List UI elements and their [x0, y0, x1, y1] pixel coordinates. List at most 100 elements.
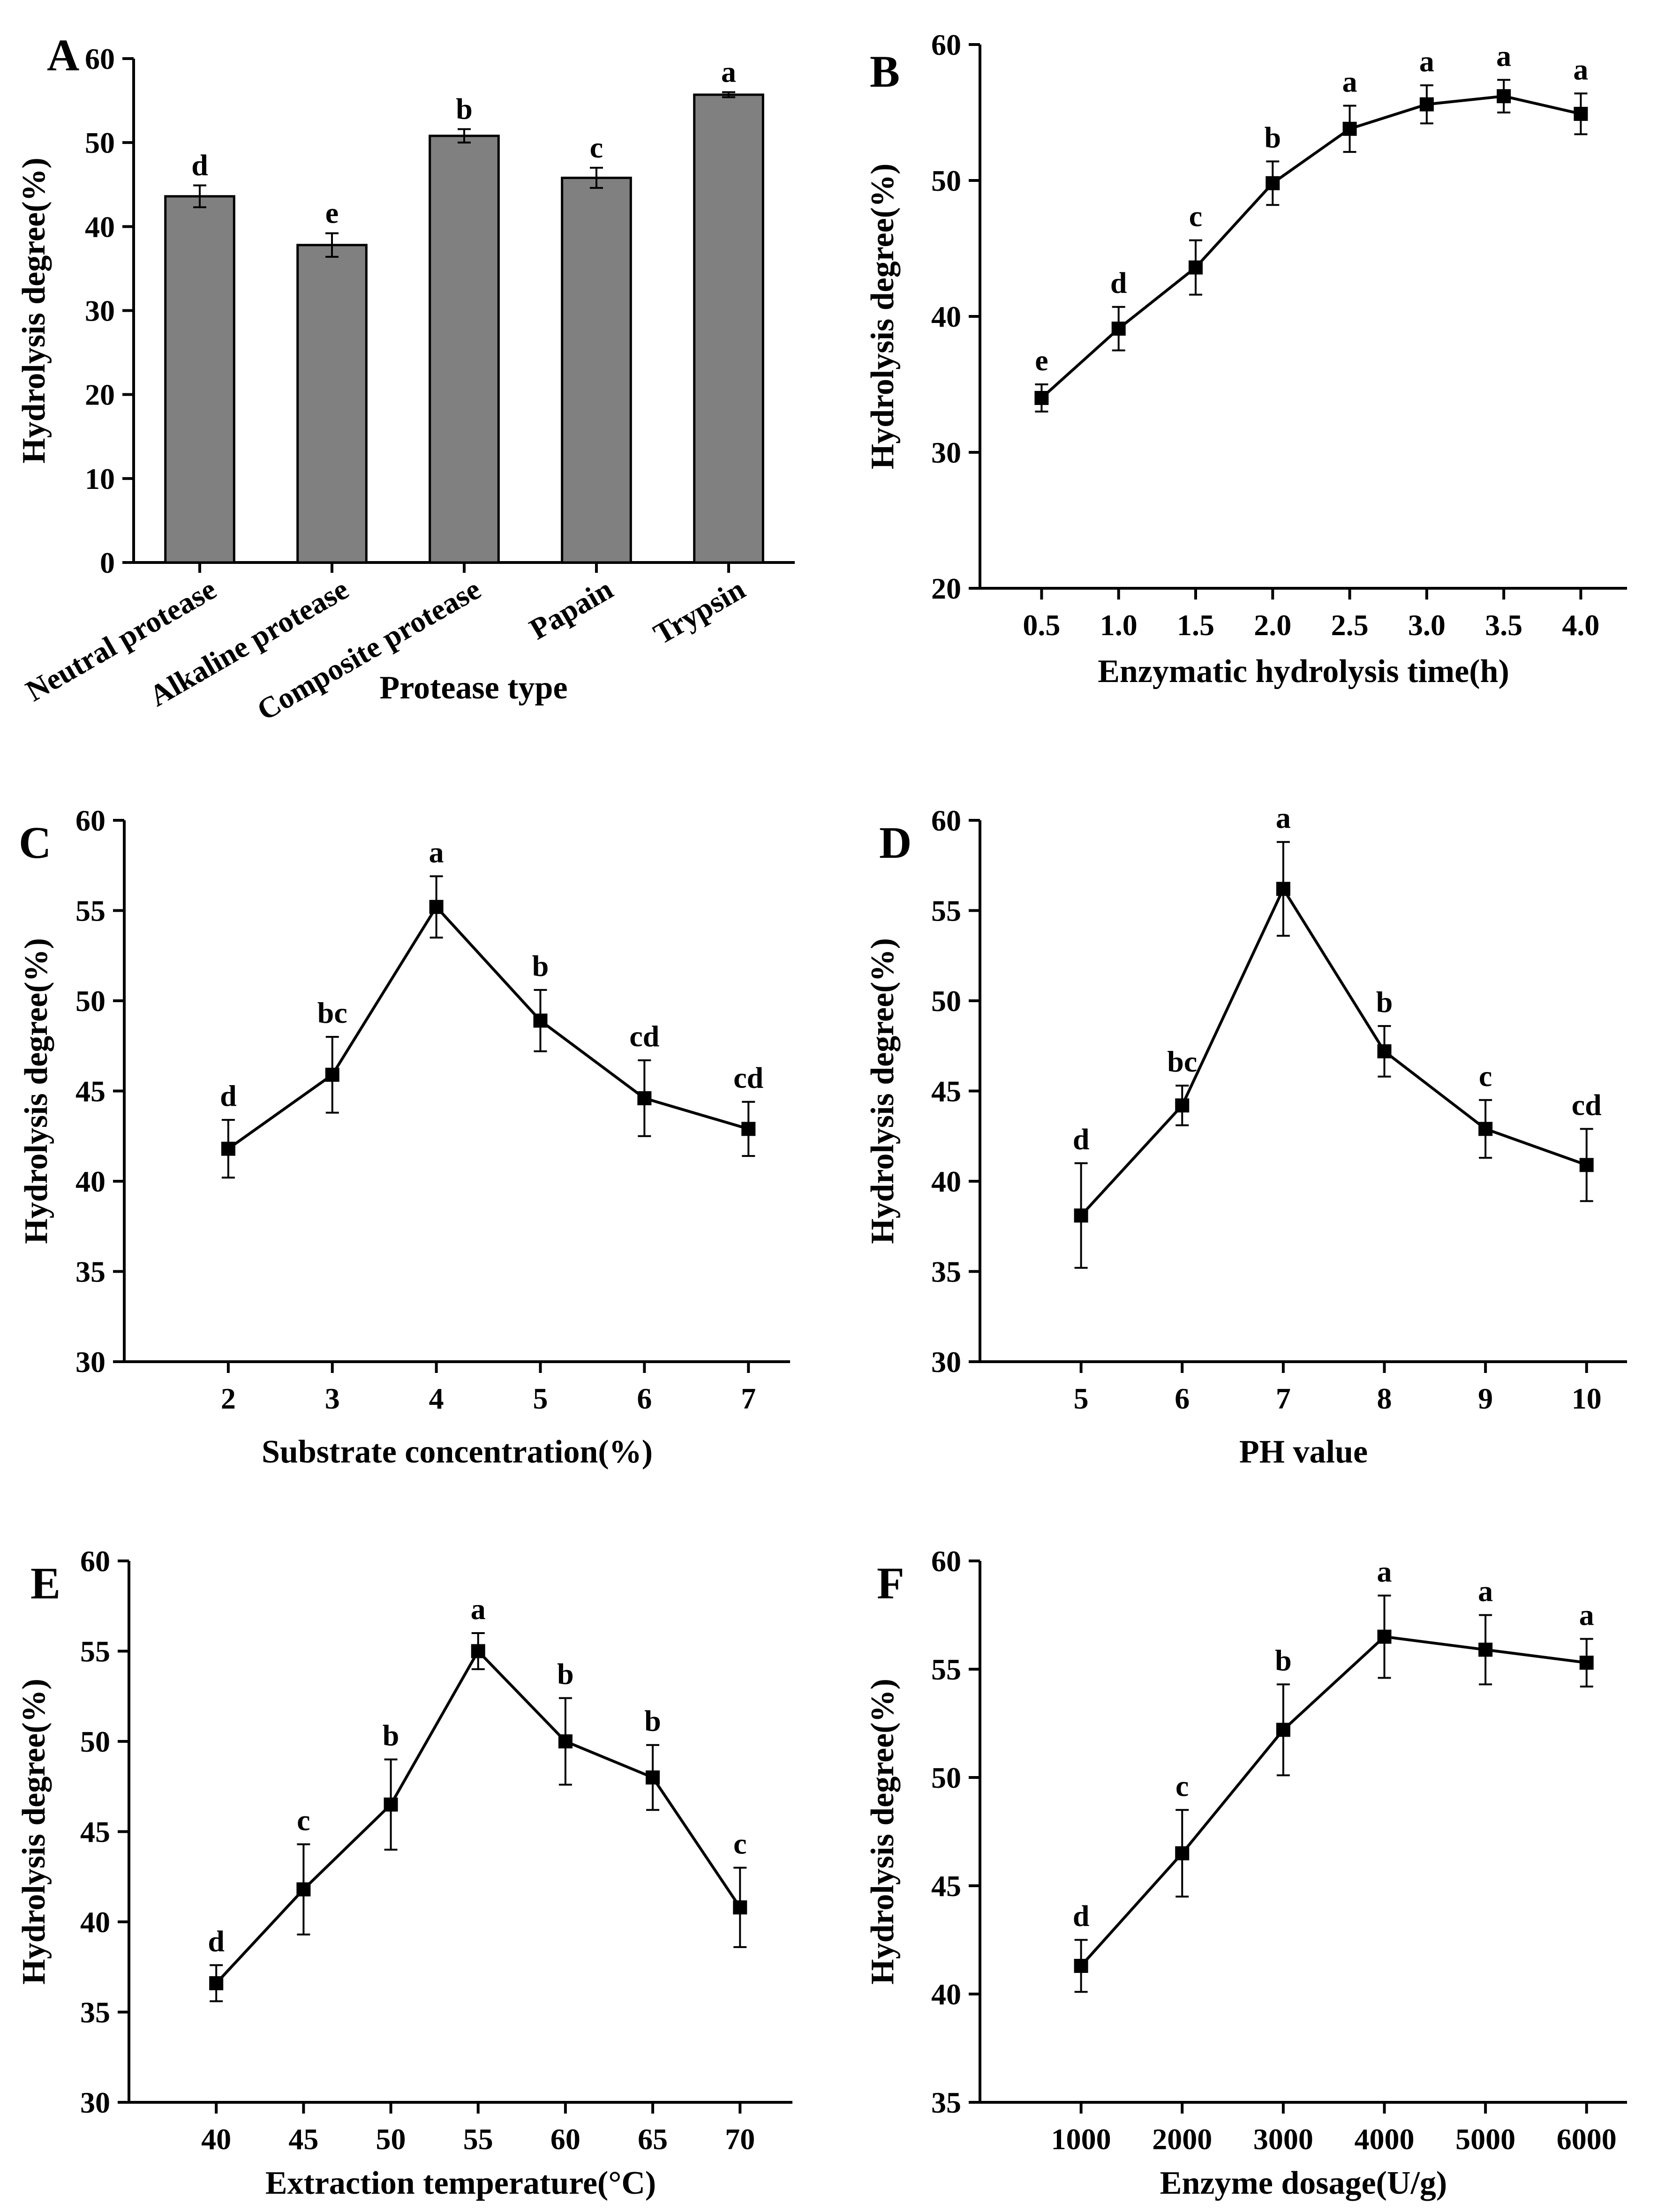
- x-tick-label: Trypsin: [648, 572, 751, 651]
- panel-letter: E: [30, 1558, 60, 1608]
- y-tick-label: 35: [931, 1255, 961, 1289]
- x-tick-label: 6: [637, 1382, 652, 1415]
- significance-label: b: [383, 1719, 399, 1752]
- significance-label: bc: [1167, 1045, 1197, 1078]
- significance-label: d: [220, 1079, 237, 1112]
- significance-label: cd: [1572, 1088, 1602, 1121]
- x-tick-label: 8: [1377, 1382, 1392, 1415]
- significance-label: b: [1376, 985, 1393, 1019]
- data-point: [1266, 176, 1280, 190]
- y-tick-label: 55: [931, 1653, 961, 1686]
- y-tick-label: 50: [931, 984, 961, 1018]
- series-line: [227, 904, 749, 1150]
- x-tick-label: 9: [1478, 1382, 1493, 1415]
- panel-d: D 30 35 40 45 50 55 60 Hydrolysis degree(%) PH va…: [865, 801, 1627, 1470]
- significance-label: a: [1579, 1598, 1594, 1631]
- data-point: [1175, 1846, 1190, 1860]
- data-point: [209, 1976, 224, 1990]
- y-axis-title: Hydrolysis degree(%): [865, 1679, 901, 1985]
- significance-label: a: [1377, 1555, 1392, 1588]
- x-tick-label: 45: [288, 2122, 318, 2156]
- x-tick-label: 5: [1074, 1382, 1089, 1415]
- x-tick-label: 4000: [1355, 2122, 1415, 2156]
- y-tick-label: 0: [100, 546, 115, 579]
- series-line: [1040, 95, 1582, 399]
- data-point: [1497, 89, 1511, 104]
- data-point: [1377, 1629, 1392, 1644]
- x-tick-label: 2: [221, 1382, 236, 1415]
- data-point: [296, 1882, 311, 1897]
- x-axis-title: Enzyme dosage(U/g): [1160, 2165, 1447, 2201]
- data-point: [429, 900, 444, 914]
- bar: [164, 195, 235, 564]
- y-axis-title: Hydrolysis degree(%): [18, 938, 54, 1244]
- x-tick-label: 3: [325, 1382, 340, 1415]
- y-tick-label: 20: [85, 378, 115, 412]
- x-axis-title: Enzymatic hydrolysis time(h): [1098, 653, 1509, 690]
- significance-label: a: [1419, 45, 1434, 78]
- bar: [429, 135, 500, 564]
- significance-label: b: [532, 949, 549, 982]
- significance-label: c: [297, 1803, 310, 1837]
- panel-letter: D: [879, 817, 912, 868]
- data-point: [637, 1091, 652, 1105]
- x-axis-title: PH value: [1239, 1434, 1368, 1470]
- x-tick-label: 55: [463, 2122, 493, 2156]
- y-tick-label: 45: [75, 1075, 105, 1108]
- x-tick-label: 40: [201, 2122, 231, 2156]
- y-axis-title: Hydrolysis degree(%): [16, 1679, 52, 1985]
- data-point: [1579, 1656, 1594, 1670]
- panel-a: A 0 10 20 30 40 50 60 Hydrolysis degree(%) Protea…: [16, 30, 795, 727]
- panel-letter: A: [47, 30, 79, 80]
- panel-e: E 30 35 40 45 50 55 60 Hydrolysis degree(%) Extra…: [16, 1545, 792, 2201]
- x-tick-label: 0.5: [1023, 608, 1060, 642]
- x-tick-label: 7: [1276, 1382, 1291, 1415]
- y-tick-label: 35: [80, 1996, 110, 2029]
- data-point: [384, 1797, 398, 1812]
- data-point: [733, 1900, 747, 1915]
- x-tick-label: 1000: [1051, 2122, 1111, 2156]
- significance-label: c: [1175, 1769, 1189, 1802]
- significance-label: d: [1073, 1899, 1090, 1933]
- significance-label: c: [733, 1827, 746, 1860]
- x-tick-label: 3.0: [1408, 608, 1446, 642]
- data-point: [1478, 1642, 1493, 1657]
- y-tick-label: 60: [931, 28, 961, 61]
- y-tick-label: 45: [931, 1075, 961, 1108]
- significance-label: d: [1073, 1123, 1090, 1156]
- x-tick-label: 60: [550, 2122, 580, 2156]
- significance-label: b: [644, 1704, 661, 1738]
- panel-b: B 20 30 40 50 60 Hydrolysis degree(%) Enzymatic…: [865, 28, 1627, 690]
- significance-label: a: [471, 1592, 486, 1626]
- y-tick-label: 50: [75, 984, 105, 1018]
- data-point: [1276, 882, 1290, 896]
- y-tick-label: 30: [80, 2086, 110, 2119]
- data-point: [1419, 97, 1434, 112]
- panel-letter: B: [870, 46, 900, 97]
- data-point: [533, 1013, 548, 1028]
- significance-label: a: [1342, 65, 1357, 98]
- x-tick-label: 1.0: [1100, 608, 1138, 642]
- x-tick-label: 1.5: [1177, 608, 1214, 642]
- y-tick-label: 45: [931, 1869, 961, 1903]
- y-tick-label: 40: [931, 1165, 961, 1198]
- panel-letter: C: [19, 817, 51, 868]
- data-point: [1189, 260, 1203, 275]
- data-point: [221, 1141, 235, 1156]
- y-tick-label: 30: [75, 1345, 105, 1379]
- y-tick-label: 55: [75, 894, 105, 928]
- y-tick-label: 50: [931, 164, 961, 197]
- x-tick-label: 10: [1572, 1382, 1602, 1415]
- data-point: [1074, 1958, 1088, 1973]
- x-tick-label: 4: [429, 1382, 444, 1415]
- x-tick-label: 50: [376, 2122, 406, 2156]
- significance-label: a: [1496, 39, 1511, 72]
- x-tick-label: 7: [741, 1382, 756, 1415]
- bar: [296, 244, 368, 564]
- bar: [693, 93, 764, 564]
- significance-label: a: [1478, 1575, 1493, 1608]
- significance-label: b: [1264, 120, 1281, 154]
- y-tick-label: 10: [85, 462, 115, 495]
- significance-label: d: [191, 149, 208, 182]
